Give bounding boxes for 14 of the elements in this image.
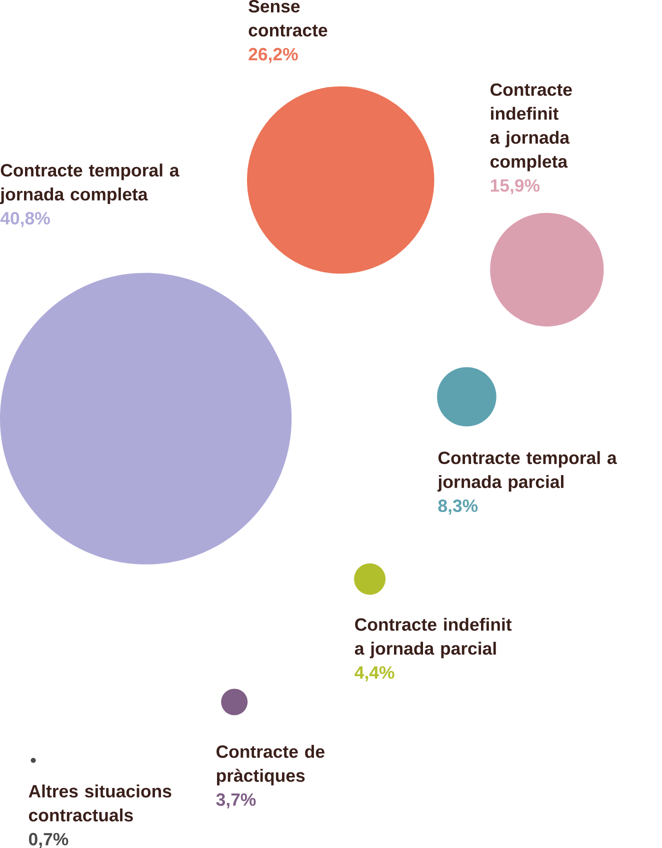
data-label: 3,7% xyxy=(216,793,256,808)
category-label: Altres situacions contractuals xyxy=(28,784,172,822)
category-label: Sense contracte xyxy=(248,0,328,37)
data-label: 15,9% xyxy=(491,179,540,194)
category-label: Contracte indefinit a jornada completa xyxy=(490,83,572,172)
category-label: Contracte indefinit a jornada parcial xyxy=(355,618,512,658)
data-label: 40,8% xyxy=(0,212,50,228)
data-label: 26,2% xyxy=(248,48,298,64)
category-label: Contracte temporal a jornada completa xyxy=(0,164,180,204)
data-label: 4,4% xyxy=(354,666,394,682)
data-label: 8,3% xyxy=(438,500,478,515)
category-label: Contracte de pràctiques xyxy=(216,744,325,786)
data-label: 0,7% xyxy=(29,832,68,848)
category-label: Contracte temporal a jornada parcial xyxy=(438,451,618,492)
